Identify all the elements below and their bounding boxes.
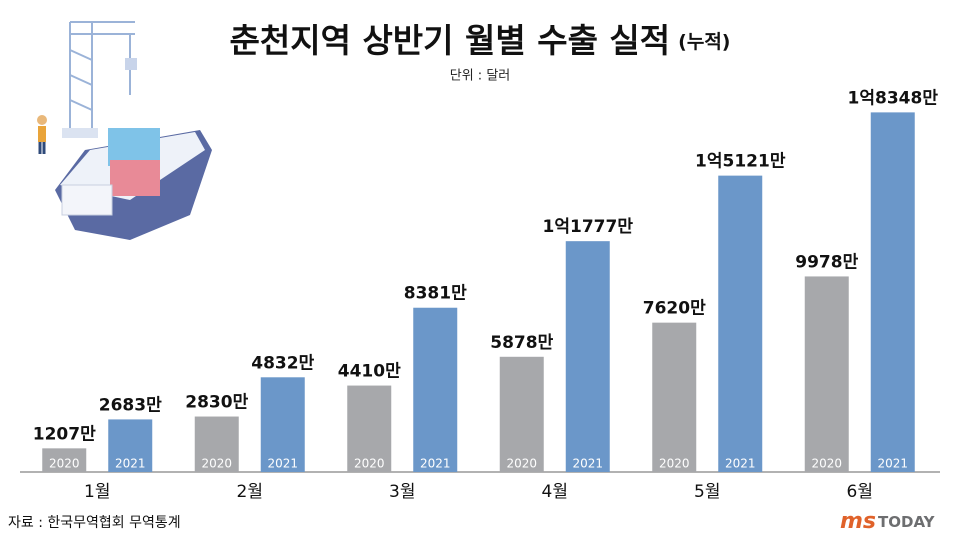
series-label: 2021 — [267, 457, 298, 471]
series-label: 2020 — [506, 457, 537, 471]
bar — [718, 175, 763, 472]
title-note: (누적) — [678, 31, 730, 53]
value-label: 4410만 — [338, 362, 401, 382]
value-label: 8381만 — [404, 284, 467, 304]
value-label: 2830만 — [185, 393, 248, 413]
bar — [194, 416, 239, 472]
series-label: 2020 — [811, 457, 842, 471]
bar — [260, 377, 305, 472]
series-label: 2021 — [877, 457, 908, 471]
subtitle: 단위 : 달러 — [450, 69, 511, 84]
value-label: 1207만 — [33, 424, 96, 444]
value-label: 1억5121만 — [695, 152, 786, 172]
x-tick-label: 4월 — [542, 482, 568, 502]
bar — [652, 322, 697, 472]
title-text: 춘천지역 상반기 월별 수출 실적 — [230, 21, 671, 60]
series-label: 2021 — [115, 457, 146, 471]
series-label: 2020 — [201, 457, 232, 471]
series-label: 2020 — [354, 457, 385, 471]
logo-today: TODAY — [878, 513, 936, 531]
series-label: 2021 — [725, 457, 756, 471]
value-label: 9978만 — [795, 252, 858, 272]
ship-illustration — [37, 21, 212, 240]
bar — [413, 307, 458, 472]
bar — [804, 276, 849, 472]
x-tick-label: 5월 — [694, 482, 720, 502]
value-label: 2683만 — [99, 395, 162, 415]
logo-ms: ms — [840, 509, 876, 534]
bar — [870, 112, 915, 472]
logo: ms TODAY — [840, 509, 936, 534]
series-label: 2020 — [49, 457, 80, 471]
bar — [565, 241, 610, 472]
x-tick-label: 3월 — [389, 482, 415, 502]
x-tick-label: 2월 — [237, 482, 263, 502]
bar — [42, 448, 87, 472]
value-label: 1억8348만 — [848, 88, 939, 108]
value-label: 5878만 — [490, 333, 553, 353]
x-tick-label: 6월 — [847, 482, 873, 502]
bar — [499, 356, 544, 472]
series-label: 2021 — [420, 457, 451, 471]
x-tick-label: 1월 — [84, 482, 110, 502]
chart-title: 춘천지역 상반기 월별 수출 실적 (누적) — [230, 21, 731, 60]
source: 자료 : 한국무역협회 무역통계 — [8, 515, 181, 531]
series-label: 2020 — [659, 457, 690, 471]
bar — [347, 385, 392, 472]
value-label: 4832만 — [251, 353, 314, 373]
bar — [108, 419, 153, 472]
value-label: 1억1777만 — [543, 217, 634, 237]
value-label: 7620만 — [643, 299, 706, 319]
series-label: 2021 — [572, 457, 603, 471]
